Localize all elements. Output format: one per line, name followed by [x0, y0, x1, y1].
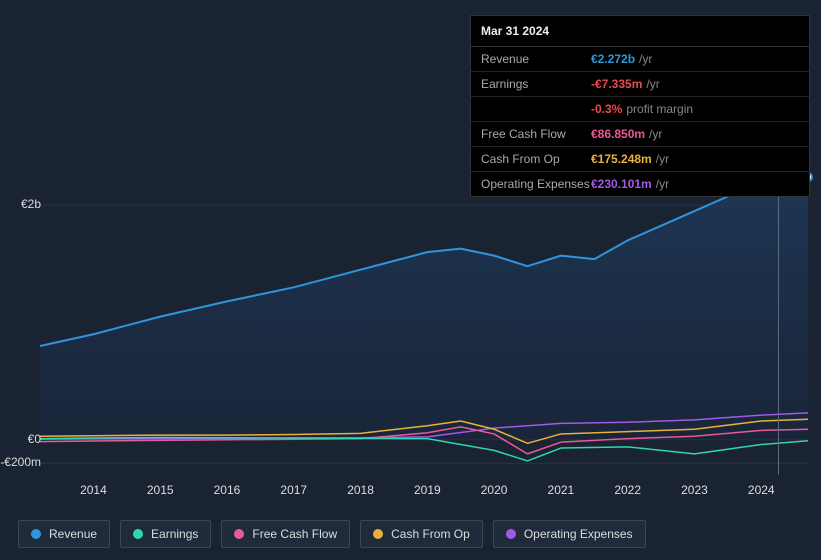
- x-axis-label: 2018: [347, 483, 374, 497]
- tooltip-row: Operating Expenses€230.101m/yr: [471, 172, 809, 196]
- y-axis-label: €2b: [0, 197, 41, 211]
- tooltip-label: Operating Expenses: [481, 177, 591, 191]
- tooltip-value: €175.248m: [591, 152, 652, 166]
- legend: Revenue Earnings Free Cash Flow Cash From O…: [18, 520, 646, 548]
- x-axis-label: 2020: [481, 483, 508, 497]
- tooltip-suffix: profit margin: [626, 102, 693, 116]
- tooltip-suffix: /yr: [646, 77, 659, 91]
- hover-hairline: [778, 170, 779, 475]
- y-axis-label: -€200m: [0, 455, 41, 469]
- tooltip-value: -0.3%: [591, 102, 622, 116]
- x-axis-label: 2014: [80, 483, 107, 497]
- legend-item-cash-from-op[interactable]: Cash From Op: [360, 520, 483, 548]
- x-axis-label: 2017: [280, 483, 307, 497]
- legend-label: Earnings: [151, 527, 198, 541]
- legend-item-earnings[interactable]: Earnings: [120, 520, 211, 548]
- tooltip-value: -€7.335m: [591, 77, 642, 91]
- x-axis-label: 2021: [548, 483, 575, 497]
- legend-label: Revenue: [49, 527, 97, 541]
- data-tooltip: Mar 31 2024 Revenue€2.272b/yrEarnings-€7…: [470, 15, 810, 197]
- tooltip-row: Earnings-€7.335m/yr: [471, 72, 809, 97]
- tooltip-label: Cash From Op: [481, 152, 591, 166]
- tooltip-row: Cash From Op€175.248m/yr: [471, 147, 809, 172]
- tooltip-value: €2.272b: [591, 52, 635, 66]
- y-axis-label: €0: [0, 432, 41, 446]
- tooltip-row: -0.3% profit margin: [471, 97, 809, 122]
- tooltip-suffix: /yr: [639, 52, 652, 66]
- legend-label: Free Cash Flow: [252, 527, 337, 541]
- tooltip-value: €86.850m: [591, 127, 645, 141]
- legend-dot-icon: [373, 529, 383, 539]
- chart-container: €2b €0 -€200m 2014 2015 2016 2017 2018 2019 2020…: [0, 0, 821, 560]
- tooltip-date: Mar 31 2024: [471, 16, 809, 47]
- x-axis-label: 2024: [748, 483, 775, 497]
- legend-item-revenue[interactable]: Revenue: [18, 520, 110, 548]
- legend-item-free-cash-flow[interactable]: Free Cash Flow: [221, 520, 350, 548]
- legend-dot-icon: [133, 529, 143, 539]
- tooltip-suffix: /yr: [656, 177, 669, 191]
- x-axis-label: 2015: [147, 483, 174, 497]
- x-axis-label: 2016: [214, 483, 241, 497]
- tooltip-row: Revenue€2.272b/yr: [471, 47, 809, 72]
- x-axis-label: 2019: [414, 483, 441, 497]
- tooltip-value: €230.101m: [591, 177, 652, 191]
- tooltip-label: Revenue: [481, 52, 591, 66]
- legend-dot-icon: [506, 529, 516, 539]
- x-axis-label: 2023: [681, 483, 708, 497]
- legend-item-operating-expenses[interactable]: Operating Expenses: [493, 520, 646, 548]
- legend-label: Operating Expenses: [524, 527, 633, 541]
- x-axis-label: 2022: [614, 483, 641, 497]
- legend-label: Cash From Op: [391, 527, 470, 541]
- tooltip-label: [481, 102, 591, 116]
- tooltip-label: Free Cash Flow: [481, 127, 591, 141]
- tooltip-label: Earnings: [481, 77, 591, 91]
- tooltip-suffix: /yr: [656, 152, 669, 166]
- tooltip-row: Free Cash Flow€86.850m/yr: [471, 122, 809, 147]
- tooltip-suffix: /yr: [649, 127, 662, 141]
- legend-dot-icon: [234, 529, 244, 539]
- legend-dot-icon: [31, 529, 41, 539]
